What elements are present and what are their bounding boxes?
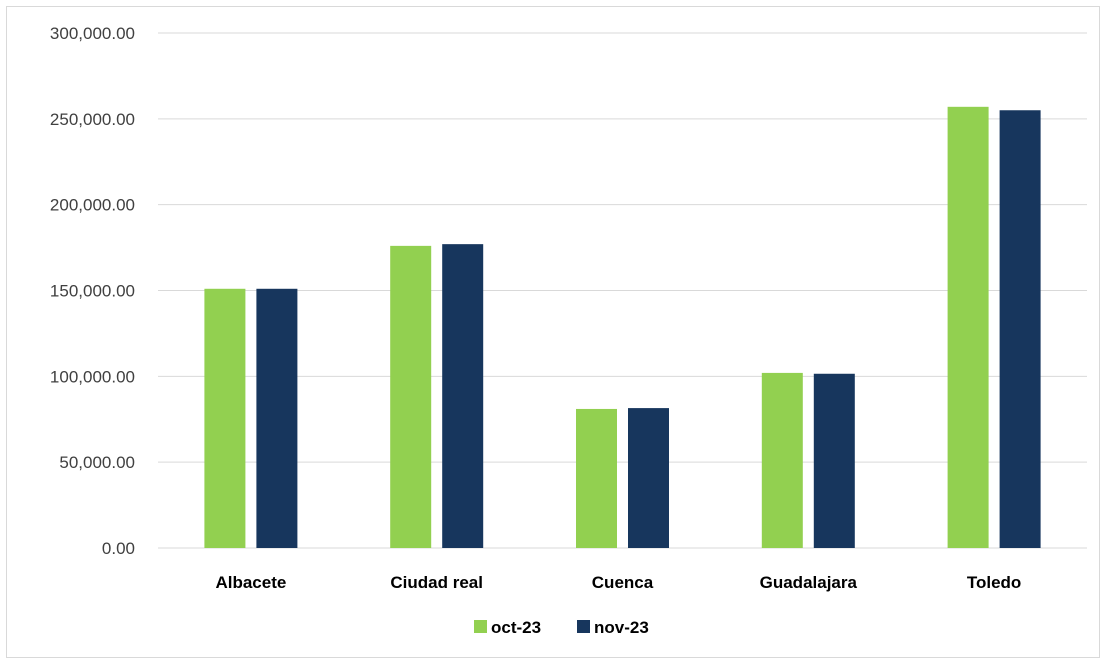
x-tick-label: Cuenca (592, 573, 654, 592)
bar-nov-23-albacete (256, 288, 298, 548)
y-tick-label: 200,000.00 (50, 196, 135, 215)
bar-nov-23-cuenca (628, 408, 669, 548)
y-axis-ticks: 0.00 50,000.00 100,000.00 150,000.00 200,000… (50, 24, 135, 558)
chart-frame (6, 6, 1100, 658)
legend: oct-23 nov-23 (474, 618, 649, 637)
gridlines (158, 32, 1087, 549)
legend-label: nov-23 (594, 618, 649, 637)
x-tick-label: Toledo (967, 573, 1021, 592)
x-tick-label: Ciudad real (390, 573, 483, 592)
bar-oct-23-ciudad-real (390, 245, 432, 548)
y-tick-label: 100,000.00 (50, 367, 135, 386)
legend-swatch-nov-23 (577, 620, 590, 633)
legend-label: oct-23 (491, 618, 541, 637)
bar-oct-23-albacete (204, 288, 246, 548)
bar-nov-23-toledo (999, 110, 1041, 548)
y-tick-label: 50,000.00 (59, 453, 135, 472)
y-tick-label: 0.00 (102, 539, 135, 558)
bar-nov-23-ciudad-real (442, 244, 484, 548)
x-tick-label: Guadalajara (760, 573, 858, 592)
y-tick-label: 300,000.00 (50, 24, 135, 43)
legend-swatch-oct-23 (474, 620, 487, 633)
bar-oct-23-cuenca (576, 408, 617, 548)
bar-oct-23-toledo (947, 106, 989, 549)
bars (204, 106, 1041, 549)
x-tick-label: Albacete (215, 573, 286, 592)
y-tick-label: 250,000.00 (50, 110, 135, 129)
y-tick-label: 150,000.00 (50, 282, 135, 301)
bar-nov-23-guadalajara (813, 373, 855, 548)
bar-oct-23-guadalajara (761, 372, 803, 548)
x-axis-labels: Albacete Ciudad real Cuenca Guadalajara Tole… (215, 573, 1021, 592)
